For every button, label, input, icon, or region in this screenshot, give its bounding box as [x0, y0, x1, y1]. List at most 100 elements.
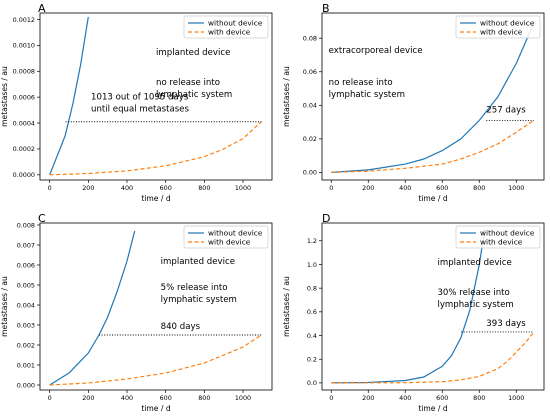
y-axis-label: metastases / au	[0, 276, 9, 337]
series-line-with-device	[331, 331, 535, 384]
panel-a: A 0 200 400 600 800 1000 0.0000 0.0002 0.0004 0.00…	[0, 2, 273, 203]
x-axis-label: time / d	[418, 194, 448, 203]
series-line-without-device	[49, 16, 89, 176]
x-tick-label: 0	[329, 394, 333, 402]
legend-box	[183, 225, 269, 249]
y-tick-label: 0.0012	[13, 16, 35, 24]
legend-label: with device	[208, 28, 251, 37]
y-tick-label: 1.2	[307, 237, 317, 245]
panel-letter: C	[38, 212, 46, 225]
x-tick-label: 0	[48, 184, 52, 192]
panel-annotation: no release into	[329, 78, 393, 88]
y-tick-label: 0.2	[307, 356, 317, 364]
y-tick-label: 0.8	[307, 284, 317, 292]
axes-frame	[321, 12, 545, 181]
delay-label: 840 days	[161, 322, 201, 332]
x-tick-label: 800	[473, 394, 485, 402]
x-tick-label: 200	[82, 184, 94, 192]
delay-label: 257 days	[486, 105, 526, 115]
panel-annotation: implanted device	[161, 257, 235, 267]
x-tick-label: 800	[198, 184, 210, 192]
x-tick-label: 600	[160, 394, 172, 402]
panel-annotation: lymphatic system	[161, 295, 237, 305]
y-tick-label: 0.0010	[13, 42, 35, 50]
panel-annotation: extracorporeal device	[329, 46, 423, 56]
x-tick-label: 600	[436, 184, 448, 192]
x-tick-label: 0	[329, 184, 333, 192]
panel-annotation: implanted device	[437, 258, 511, 268]
y-tick-label: 0.0	[307, 379, 317, 387]
legend-label: without device	[208, 19, 263, 28]
series-line-with-device	[49, 334, 262, 386]
legend-label: without device	[480, 229, 535, 238]
y-tick-label: 0.4	[307, 332, 317, 340]
y-tick-label: 0.6	[307, 308, 317, 316]
panel-annotation: 30% release into	[437, 288, 509, 298]
x-tick-label: 600	[436, 394, 448, 402]
legend-box	[455, 225, 541, 249]
y-tick-label: 0.0006	[13, 93, 35, 101]
x-tick-label: 1000	[508, 184, 524, 192]
y-tick-label: 0.0004	[13, 119, 35, 127]
x-tick-label: 800	[473, 184, 485, 192]
axes-frame	[39, 12, 273, 181]
panel-annotation: no release into	[156, 78, 220, 88]
panel-letter: B	[322, 2, 330, 15]
x-tick-label: 400	[121, 394, 133, 402]
y-tick-label: 0.007	[17, 241, 35, 249]
y-axis-label: metastases / au	[0, 66, 9, 127]
x-tick-label: 800	[198, 394, 210, 402]
panel-annotation: lymphatic system	[329, 90, 405, 100]
x-tick-label: 1000	[235, 394, 251, 402]
series-line-with-device	[49, 121, 262, 176]
panel-letter: A	[38, 2, 46, 15]
y-tick-label: 0.00	[303, 169, 317, 177]
panel-c: C 0 200 400 600 800 1000 0.000 0.001 0.002 0.003 0.…	[0, 212, 273, 413]
legend-label: without device	[480, 19, 535, 28]
x-axis-label: time / d	[141, 404, 171, 413]
x-axis-label: time / d	[418, 404, 448, 413]
y-tick-label: 1.0	[307, 261, 317, 269]
legend-label: without device	[208, 229, 263, 238]
y-tick-label: 0.04	[303, 102, 317, 110]
y-tick-label: 0.0000	[13, 171, 35, 179]
panel-annotation: implanted device	[156, 48, 230, 58]
y-tick-label: 0.0002	[13, 145, 35, 153]
x-tick-label: 400	[399, 394, 411, 402]
legend-label: with device	[480, 238, 523, 247]
y-axis-label: metastases / au	[282, 66, 291, 127]
x-tick-label: 0	[48, 394, 52, 402]
panel-annotation: lymphatic system	[156, 90, 232, 100]
x-tick-label: 1000	[235, 184, 251, 192]
legend-label: with device	[208, 238, 251, 247]
delay-label: 393 days	[486, 319, 526, 329]
x-tick-label: 400	[121, 184, 133, 192]
y-tick-label: 0.0008	[13, 68, 35, 76]
y-tick-label: 0.002	[17, 341, 35, 349]
panel-letter: D	[322, 212, 330, 225]
delay-label: until equal metastases	[91, 105, 190, 115]
axes-frame	[39, 222, 273, 391]
x-tick-label: 600	[160, 184, 172, 192]
panel-d: D 0 200 400 600 800 1000 0.0 0.2 0.4 0.6 0.8 1.0 1.2 t…	[282, 212, 545, 413]
y-axis-label: metastases / au	[282, 276, 291, 337]
y-tick-label: 0.006	[17, 261, 35, 269]
series-line-without-device	[331, 22, 535, 173]
legend-label: with device	[480, 28, 523, 37]
y-tick-label: 0.000	[17, 381, 35, 389]
y-tick-label: 0.005	[17, 281, 35, 289]
x-tick-label: 200	[362, 394, 374, 402]
y-tick-label: 0.008	[17, 221, 35, 229]
y-tick-label: 0.08	[303, 34, 317, 42]
x-axis-label: time / d	[141, 194, 171, 203]
panel-b: B 0 200 400 600 800 1000 0.00 0.02 0.04 0.06 0.08 ti…	[282, 2, 545, 203]
y-tick-label: 0.004	[17, 301, 35, 309]
panel-annotation: lymphatic system	[437, 300, 513, 310]
x-tick-label: 400	[399, 184, 411, 192]
x-tick-label: 200	[82, 394, 94, 402]
x-tick-label: 200	[362, 184, 374, 192]
